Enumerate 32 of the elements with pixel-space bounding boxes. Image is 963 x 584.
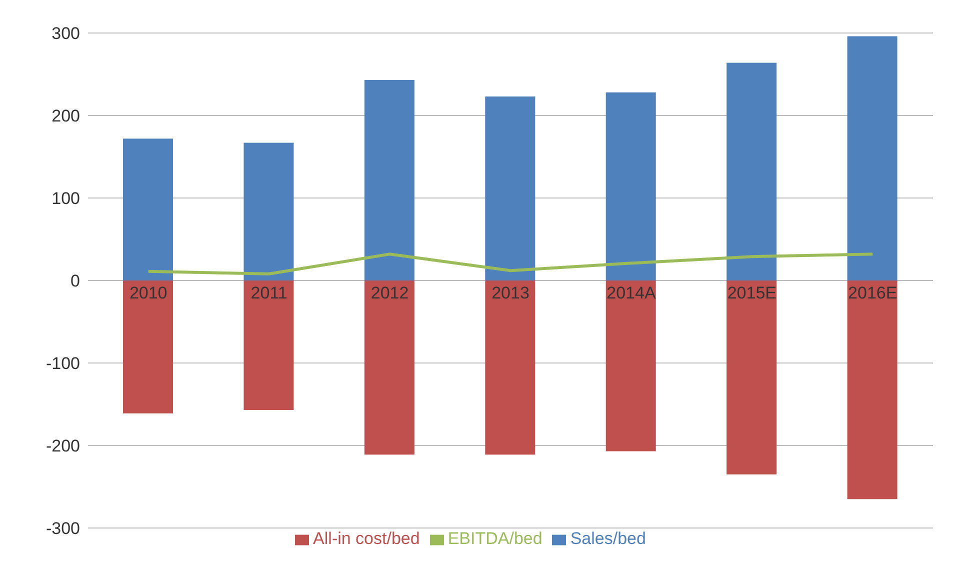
- x-tick-label: 2012: [370, 284, 409, 302]
- line-series: [146, 252, 874, 276]
- bar: [726, 280, 777, 474]
- bar: [123, 138, 173, 280]
- bar: [485, 280, 536, 455]
- legend-label: EBITDA/bed: [448, 529, 542, 548]
- bar: [364, 80, 414, 280]
- y-tick-label: 100: [52, 189, 80, 208]
- x-tick-label: 2010: [129, 284, 168, 302]
- bar: [726, 62, 777, 280]
- x-tick-label: 2014A: [606, 284, 656, 302]
- bar: [606, 280, 656, 452]
- bar: [606, 92, 656, 280]
- bar: [485, 96, 536, 280]
- x-tick-label: 2015E: [727, 284, 777, 302]
- x-tick-label: 2011: [250, 284, 288, 302]
- y-tick-label: -100: [46, 354, 80, 374]
- bar: [847, 280, 898, 500]
- legend-label: Sales/bed: [570, 529, 646, 548]
- y-tick-label: 200: [52, 106, 80, 126]
- y-tick-label: -300: [46, 519, 80, 538]
- x-tick-label: 2016E: [848, 284, 898, 302]
- x-tick-label: 2013: [492, 284, 530, 302]
- bar: [364, 280, 414, 455]
- legend-label: All-in cost/bed: [313, 529, 420, 548]
- y-tick-label: -200: [46, 436, 80, 456]
- bar: [847, 36, 898, 280]
- y-tick-label: 300: [52, 24, 80, 44]
- bar: [123, 280, 173, 414]
- bar: [244, 142, 294, 280]
- bar: [244, 280, 294, 410]
- y-tick-label: 0: [70, 272, 80, 291]
